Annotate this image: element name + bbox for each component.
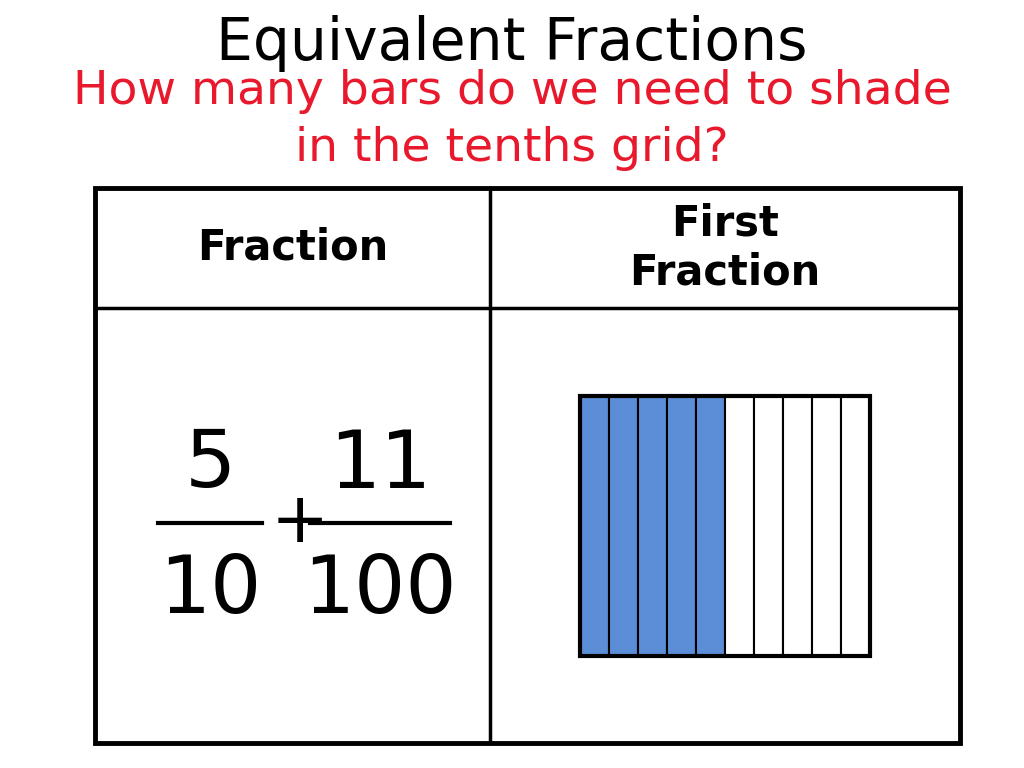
- Text: 100: 100: [303, 551, 457, 630]
- Bar: [609, 396, 638, 656]
- Bar: [580, 396, 609, 656]
- Bar: [725, 396, 754, 656]
- Bar: [95, 188, 961, 743]
- Text: How many bars do we need to shade
in the tenths grid?: How many bars do we need to shade in the…: [73, 69, 951, 171]
- Text: 11: 11: [329, 426, 431, 505]
- Text: First
Fraction: First Fraction: [630, 203, 820, 293]
- Bar: [754, 396, 783, 656]
- Text: 5: 5: [184, 426, 236, 505]
- Text: Equivalent Fractions: Equivalent Fractions: [216, 15, 808, 71]
- Text: +: +: [271, 489, 329, 556]
- Bar: [812, 396, 841, 656]
- Bar: [580, 396, 870, 656]
- Bar: [638, 396, 667, 656]
- Text: Fraction: Fraction: [197, 227, 388, 269]
- Bar: [696, 396, 725, 656]
- Text: 10: 10: [159, 551, 261, 630]
- Bar: [841, 396, 870, 656]
- Bar: [783, 396, 812, 656]
- Bar: [667, 396, 696, 656]
